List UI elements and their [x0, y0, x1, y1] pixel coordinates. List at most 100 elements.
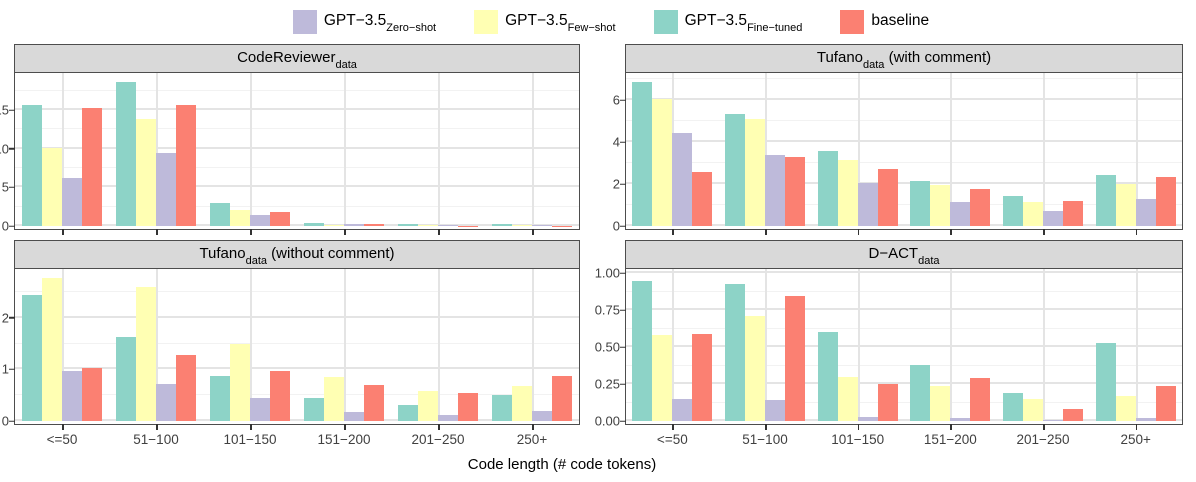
bar-group-250+ [1089, 73, 1182, 226]
bar-GPT−3.5 Few−shot [324, 377, 344, 421]
bar-GPT−3.5 Fine−tuned [910, 180, 931, 226]
x-tick-mark [857, 229, 860, 235]
bar-GPT−3.5 Zero−shot [344, 411, 364, 421]
bar-group-250+ [485, 73, 579, 226]
facet-strip-tufano-with-comment: Tufanodata (with comment) [625, 44, 1183, 73]
gridline-major [15, 146, 579, 149]
bar-GPT−3.5 Fine−tuned [817, 150, 838, 226]
bar-GPT−3.5 Zero−shot [1043, 211, 1064, 226]
bar-GPT−3.5 Fine−tuned [398, 224, 418, 226]
legend-swatch-3 [840, 10, 865, 34]
gridline-minor [626, 120, 1182, 122]
bar-baseline [692, 333, 713, 421]
bar-group-<=50 [626, 73, 719, 226]
x-tick-mark [950, 424, 952, 430]
gridline-minor [15, 394, 579, 396]
bar-group-101−150 [203, 269, 297, 421]
bar-groups [626, 269, 1182, 421]
plot-area-d-act: 0.00 0.25 0.50 0.75 1.00 <=50 51−100 101−150 15… [595, 266, 1183, 447]
bar-baseline [1155, 385, 1176, 421]
bar-group-201−250 [997, 269, 1090, 421]
x-tick-mark [156, 424, 158, 430]
x-tick-label: 151−200 [317, 432, 371, 447]
gridline-major [626, 224, 1182, 226]
x-tick-label: 51−100 [742, 432, 788, 447]
bar-GPT−3.5 Fine−tuned [632, 280, 653, 421]
bar-baseline [692, 171, 713, 226]
bar-GPT−3.5 Few−shot [42, 147, 62, 226]
plot-area-tufano-with-comment: 0 2 4 6 [613, 73, 1183, 235]
gridline-major [626, 382, 1182, 385]
legend-label-sub: Few−shot [567, 22, 616, 35]
y-tick-mark [9, 420, 15, 422]
plot-field [620, 269, 1182, 422]
x-tick-mark [250, 424, 252, 430]
gridline-minor [626, 204, 1182, 206]
gridline-vertical [250, 269, 252, 421]
y-tick-mark [9, 186, 15, 189]
bar-groups [15, 73, 579, 226]
y-axis-tufano-with-comment: 0 2 4 6 [586, 73, 620, 234]
facet-strip-d-act: D−ACTdata [625, 240, 1183, 269]
y-tick-label: 5 [1, 179, 9, 195]
gridline-vertical [765, 269, 767, 421]
gridline-major [626, 98, 1182, 101]
y-tick-mark [9, 147, 15, 150]
bar-baseline [877, 384, 898, 421]
bar-group-151−200 [297, 269, 391, 421]
bar-group-201−250 [391, 269, 485, 421]
strip-title: CodeReviewerdata [237, 48, 357, 71]
gridline-minor [15, 291, 579, 293]
y-tick-mark [620, 99, 626, 101]
gridline-vertical [857, 269, 860, 421]
y-tick-label: 1 [1, 361, 9, 377]
y-tick-label: 15 [0, 102, 9, 118]
bar-GPT−3.5 Zero−shot [857, 183, 878, 226]
legend-label-main: GPT−3.5 [505, 11, 568, 29]
x-tick-mark [672, 229, 674, 235]
bar-baseline [970, 378, 991, 421]
bar-group-201−250 [391, 73, 485, 226]
x-tick-label: <=50 [46, 432, 78, 447]
x-tick-mark [672, 424, 674, 430]
y-tick-mark [9, 109, 15, 111]
bar-group-101−150 [811, 73, 904, 226]
bar-GPT−3.5 Fine−tuned [304, 222, 324, 226]
bar-GPT−3.5 Few−shot [1023, 201, 1044, 226]
bar-group-101−150 [203, 73, 297, 226]
gridline-vertical [344, 269, 346, 421]
bar-GPT−3.5 Zero−shot [156, 152, 176, 226]
x-tick-mark [765, 229, 767, 235]
bar-GPT−3.5 Zero−shot [344, 224, 364, 226]
bar-group-151−200 [297, 73, 391, 226]
bar-GPT−3.5 Few−shot [1023, 398, 1044, 421]
bar-GPT−3.5 Zero−shot [156, 383, 176, 421]
bar-GPT−3.5 Zero−shot [532, 225, 552, 226]
bar-GPT−3.5 Few−shot [512, 385, 532, 421]
y-tick-label: 2 [1, 310, 9, 326]
bar-baseline [82, 368, 102, 421]
bar-GPT−3.5 Few−shot [837, 376, 858, 421]
gridline-minor [626, 162, 1182, 164]
legend-item-baseline: baseline [840, 10, 929, 34]
x-tick-mark [1043, 424, 1045, 430]
gridline-vertical [1135, 269, 1138, 421]
bar-group-<=50 [15, 269, 109, 421]
bar-GPT−3.5 Fine−tuned [632, 82, 653, 226]
panel-tufano-without-comment: Tufanodata (without comment) 0 1 2 <=50 51−… [2, 240, 580, 447]
bar-GPT−3.5 Few−shot [1115, 395, 1136, 421]
y-tick-label: 2 [612, 176, 620, 192]
facet-strip-tufano-without-comment: Tufanodata (without comment) [14, 240, 580, 269]
bar-GPT−3.5 Zero−shot [672, 132, 693, 226]
bar-baseline [1063, 200, 1084, 226]
facet-strip-codereviewer: CodeReviewerdata [14, 44, 580, 73]
bar-GPT−3.5 Zero−shot [950, 201, 971, 226]
y-tick-label: 0.75 [594, 302, 620, 318]
x-tick-label: <=50 [656, 432, 688, 447]
bar-group-151−200 [904, 73, 997, 226]
bar-GPT−3.5 Zero−shot [672, 398, 693, 421]
gridline-vertical [62, 73, 64, 226]
gridline-vertical [438, 73, 440, 226]
x-tick-label: 201−250 [411, 432, 465, 447]
x-tick-mark [62, 424, 64, 430]
